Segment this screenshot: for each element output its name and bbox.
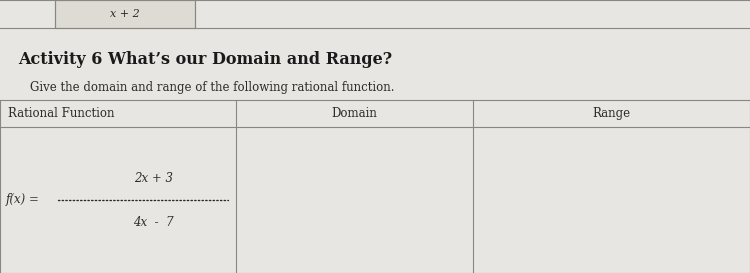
Bar	[55, 0, 195, 28]
Text: 4x  -  7: 4x - 7	[133, 215, 173, 229]
Text: f(x) =: f(x) =	[6, 194, 40, 206]
Text: x + 2: x + 2	[110, 9, 140, 19]
Text: Range: Range	[592, 107, 630, 120]
Text: Domain: Domain	[332, 107, 377, 120]
Text: 2x + 3: 2x + 3	[134, 171, 172, 185]
Text: Activity 6 What’s our Domain and Range?: Activity 6 What’s our Domain and Range?	[18, 52, 392, 69]
Bar	[0, 100, 750, 273]
Text: Rational Function: Rational Function	[8, 107, 115, 120]
Text: Give the domain and range of the following rational function.: Give the domain and range of the followi…	[30, 82, 395, 94]
